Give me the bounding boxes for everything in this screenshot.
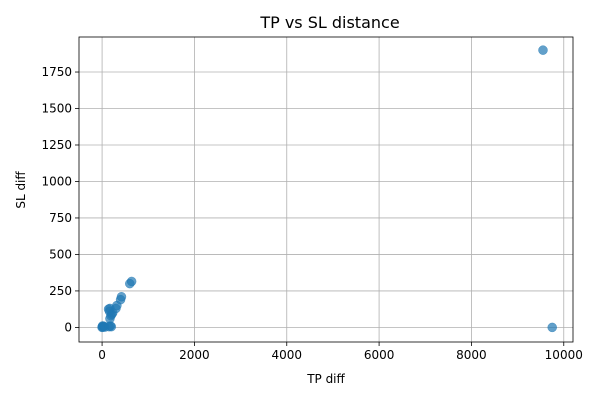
scatter-point (106, 321, 117, 332)
y-tick-label: 250 (49, 284, 72, 298)
y-tick-label: 1000 (41, 174, 72, 188)
scatter-point (547, 322, 557, 333)
grid-layer (79, 37, 573, 342)
points-layer (97, 45, 557, 333)
x-tick-label: 4000 (271, 348, 302, 362)
plot-frame (78, 36, 574, 343)
y-tick-label: 0 (64, 320, 72, 334)
scatter-point (538, 45, 548, 55)
y-tick-label: 500 (49, 247, 72, 261)
chart-title: TP vs SL distance (259, 13, 399, 32)
y-tick-label: 1250 (41, 138, 72, 152)
x-tick-label: 0 (98, 348, 106, 362)
x-tick-label: 2000 (179, 348, 210, 362)
y-tick-label: 1500 (41, 102, 72, 116)
y-tick-label: 1750 (41, 65, 72, 79)
y-axis-label: SL diff (14, 171, 28, 209)
scatter-point (126, 276, 137, 287)
ticks-layer: 0 2000 4000 6000 8000 10000 0 250 500 750 1000 1250… (41, 65, 582, 362)
x-tick-label: 6000 (364, 348, 395, 362)
y-tick-label: 750 (49, 211, 72, 225)
x-axis-label: TP diff (306, 372, 345, 386)
x-tick-label: 8000 (456, 348, 487, 362)
scatter-point (116, 292, 127, 302)
x-tick-label: 10000 (545, 348, 583, 362)
axes-layer (78, 36, 574, 343)
